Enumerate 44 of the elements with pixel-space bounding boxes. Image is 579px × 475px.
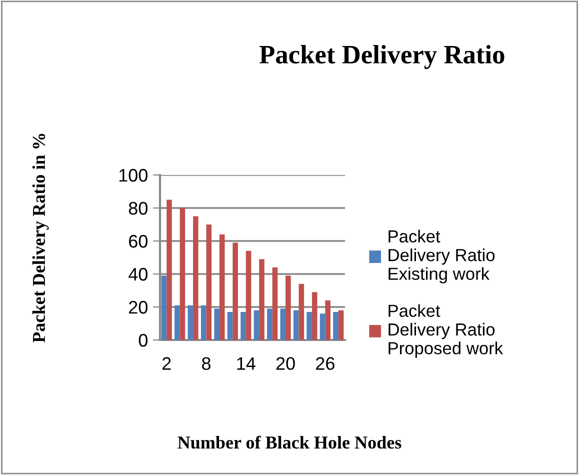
bar: [214, 308, 220, 340]
bar: [333, 312, 338, 340]
bar: [267, 308, 272, 340]
bar: [259, 259, 264, 340]
bar: [312, 292, 318, 340]
bar: [174, 305, 180, 340]
bar: [320, 314, 326, 340]
x-tick-label: 14: [237, 357, 256, 370]
x-tick-label: 20: [276, 357, 295, 370]
bar: [298, 284, 304, 340]
bar: [240, 312, 246, 340]
bar: [280, 308, 286, 340]
bar: [200, 305, 206, 340]
bar: [227, 312, 233, 340]
bar: [338, 310, 344, 340]
y-axis-title: Packet Delivery Ratio in %: [32, 134, 49, 342]
chart-title: Packet Delivery Ratio: [259, 44, 504, 70]
x-tick-label: 26: [316, 357, 334, 370]
bar: [166, 200, 172, 340]
x-tick-label: 2: [162, 357, 171, 370]
bar: [272, 267, 278, 340]
bar: [161, 276, 167, 340]
bar: [219, 234, 225, 340]
y-tick-label: 80: [128, 202, 148, 215]
bar: [293, 310, 299, 340]
bar: [232, 242, 238, 340]
y-tick-label: 60: [129, 234, 148, 248]
bar: [325, 300, 330, 340]
bar: [286, 276, 291, 340]
x-tick-label: 8: [202, 357, 210, 370]
bar: [180, 208, 186, 340]
bar: [246, 250, 252, 340]
bar: [206, 224, 212, 340]
bar: [254, 310, 260, 340]
bar: [188, 305, 194, 340]
legend-label: Packet Delivery Ratio Existing work: [388, 230, 495, 284]
y-tick-label: 0: [138, 334, 148, 347]
bar: [193, 216, 198, 340]
legend-label: Packet Delivery Ratio Proposed work: [388, 304, 504, 358]
y-tick-label: 40: [128, 268, 148, 281]
y-tick-label: 20: [129, 300, 148, 314]
y-tick-label: 100: [119, 168, 148, 182]
x-axis-title: Number of Black Hole Nodes: [178, 436, 402, 449]
bar: [306, 312, 312, 340]
